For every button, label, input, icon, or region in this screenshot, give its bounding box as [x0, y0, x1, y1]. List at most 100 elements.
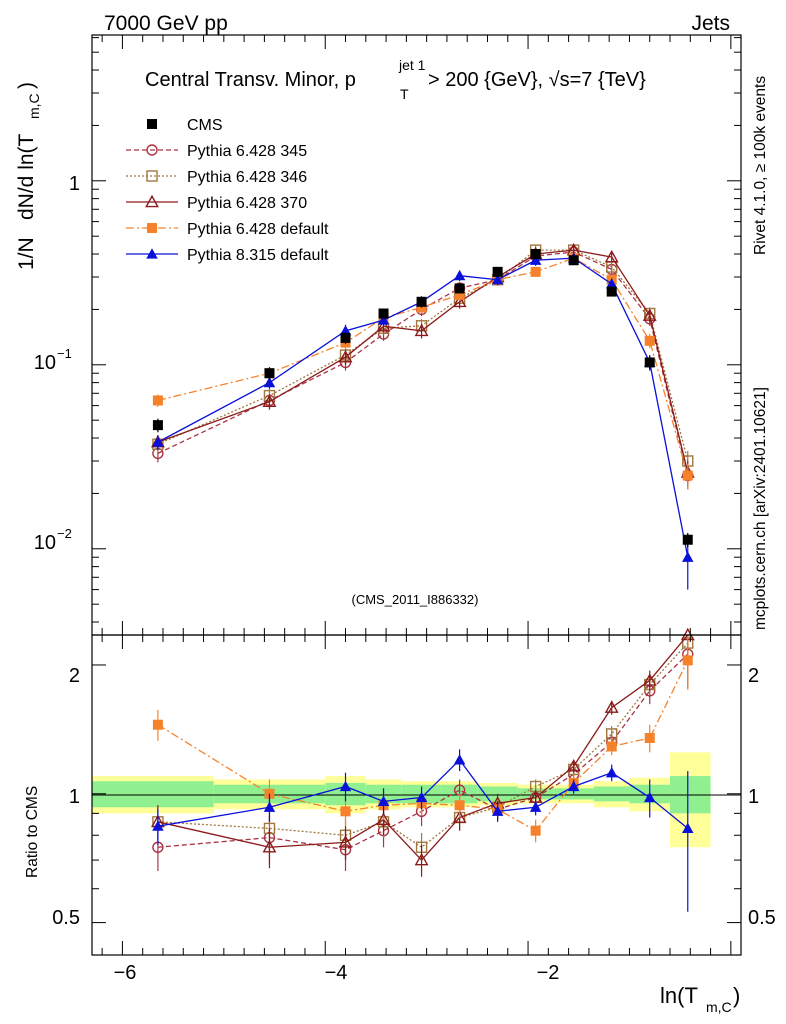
legend-marker-cms [147, 119, 157, 129]
axis-ticks [92, 35, 741, 955]
data-point-p6def [530, 266, 541, 277]
title-sub: T [400, 86, 409, 102]
x-tick-neg2: −2 [537, 962, 560, 984]
header-right: Jets [691, 12, 730, 35]
rivet-label: Rivet 4.1.0, ≥ 100k events [752, 76, 769, 255]
ratio-line-p6def [157, 660, 689, 832]
ratio-point-p370 [338, 835, 353, 848]
data-point-p370 [338, 349, 353, 363]
series-line-p6def [157, 257, 689, 476]
data-point-p370 [262, 394, 277, 408]
y-tick-0.1-exp: −1 [57, 346, 72, 361]
ratio-point-p8def [491, 805, 504, 816]
main-y-label: 1/N dN/d ln(T m,C ) [15, 82, 42, 270]
ratio-point-p8def [605, 766, 618, 778]
legend-marker-p6def [147, 223, 157, 233]
ratio-line-p8def [157, 758, 689, 829]
legend-label-p345: Pythia 6.428 345 [187, 143, 307, 160]
data-point-cms [416, 296, 427, 307]
ratio-tick-2-right: 2 [748, 665, 759, 687]
data-point-cms [606, 286, 617, 297]
series-line-p345 [157, 251, 689, 476]
legend-label-cms: CMS [187, 117, 223, 134]
ratio-point-p8def [339, 780, 352, 792]
legend: CMS Pythia 6.428 345 Pythia 6.428 346 Pythi… [126, 117, 329, 264]
legend-label-p346: Pythia 6.428 346 [187, 169, 307, 186]
data-point-p6def [644, 335, 655, 346]
ratio-point-p8def [567, 780, 580, 792]
ratio-point-p370 [642, 673, 657, 686]
series-line-p370 [157, 249, 689, 473]
ratio-point-p8def [682, 822, 694, 834]
band-inner [92, 781, 214, 808]
ratio-series-p8def [152, 749, 694, 912]
xlabel-sub: m,C [706, 999, 732, 1015]
data-point-cms [264, 368, 275, 379]
ratio-point-p8def [263, 801, 276, 812]
data-point-p370 [604, 249, 619, 263]
data-point-cms [340, 332, 351, 343]
ratio-point-p8def [415, 791, 428, 803]
data-point-p8def [491, 273, 504, 285]
data-point-p6def [454, 289, 465, 300]
data-point-cms [644, 357, 655, 368]
ratio-tick-0.5-left: 0.5 [52, 907, 80, 929]
main-plot-series [150, 242, 695, 590]
ylabel-inv-n: 1/N [15, 237, 38, 270]
data-point-p8def [682, 551, 694, 562]
ratio-point-p6def [530, 825, 541, 836]
data-point-p8def [453, 269, 466, 281]
ratio-point-p8def [453, 754, 466, 765]
ratio-point-p6def [340, 806, 351, 817]
data-point-cms [682, 534, 693, 545]
legend-label-p8def: Pythia 8.315 default [187, 247, 329, 264]
ratio-y-tick-labels: 2 1 0.5 2 1 0.5 [52, 665, 776, 929]
data-point-cms [152, 420, 163, 431]
plot-title: Central Transv. Minor, p jet 1 T > 200 {… [145, 57, 646, 102]
band-inner [593, 786, 630, 802]
ylabel-d: dN/d ln(T [15, 133, 38, 220]
y-tick-0.1: 10 [34, 352, 56, 374]
ratio-tick-1-right: 1 [748, 786, 759, 808]
header-left: 7000 GeV pp [104, 12, 228, 35]
ratio-line-p345 [157, 653, 689, 851]
legend-marker-p346 [146, 170, 158, 182]
title-main: Central Transv. Minor, p [145, 69, 356, 91]
ratio-point-p370 [376, 812, 391, 825]
data-point-p370 [376, 319, 391, 332]
ratio-line-p370 [157, 634, 689, 862]
y-tick-1: 1 [69, 173, 80, 195]
data-point-p8def [339, 325, 352, 336]
ratio-point-p370 [414, 852, 429, 866]
legend-label-p6def: Pythia 6.428 default [187, 221, 329, 238]
data-point-p8def [152, 436, 164, 447]
y-tick-0.01-exp: −2 [57, 526, 72, 541]
ratio-y-label: Ratio to CMS [24, 786, 41, 878]
xlabel-close: ) [733, 983, 740, 1008]
ratio-point-p370 [452, 810, 467, 823]
data-point-p8def [263, 376, 276, 388]
ratio-tick-2-left: 2 [69, 665, 80, 687]
data-point-p8def [605, 278, 618, 289]
ratio-tick-0.5-right: 0.5 [748, 907, 776, 929]
data-point-p370 [414, 323, 429, 337]
ratio-point-p8def [152, 820, 164, 831]
ratio-point-p6def [644, 733, 655, 744]
data-point-p8def [529, 254, 542, 265]
ratio-point-p370 [566, 759, 581, 772]
ratio-plot-series [150, 627, 695, 912]
data-point-p8def [377, 314, 390, 325]
x-axis-label: ln(T m,C ) [660, 983, 740, 1015]
legend-marker-p370 [145, 194, 159, 208]
data-point-cms [530, 249, 541, 260]
data-point-cms [454, 283, 465, 294]
title-rest: > 200 {GeV}, √s=7 {TeV} [428, 69, 646, 91]
data-point-p370 [642, 308, 657, 321]
data-point-cms [378, 308, 389, 319]
ylabel-sub: m,C [26, 93, 42, 119]
legend-label-p370: Pythia 6.428 370 [187, 195, 307, 212]
data-point-p6def [152, 395, 163, 406]
ratio-point-p8def [643, 791, 656, 803]
data-point-p6def [682, 470, 693, 481]
